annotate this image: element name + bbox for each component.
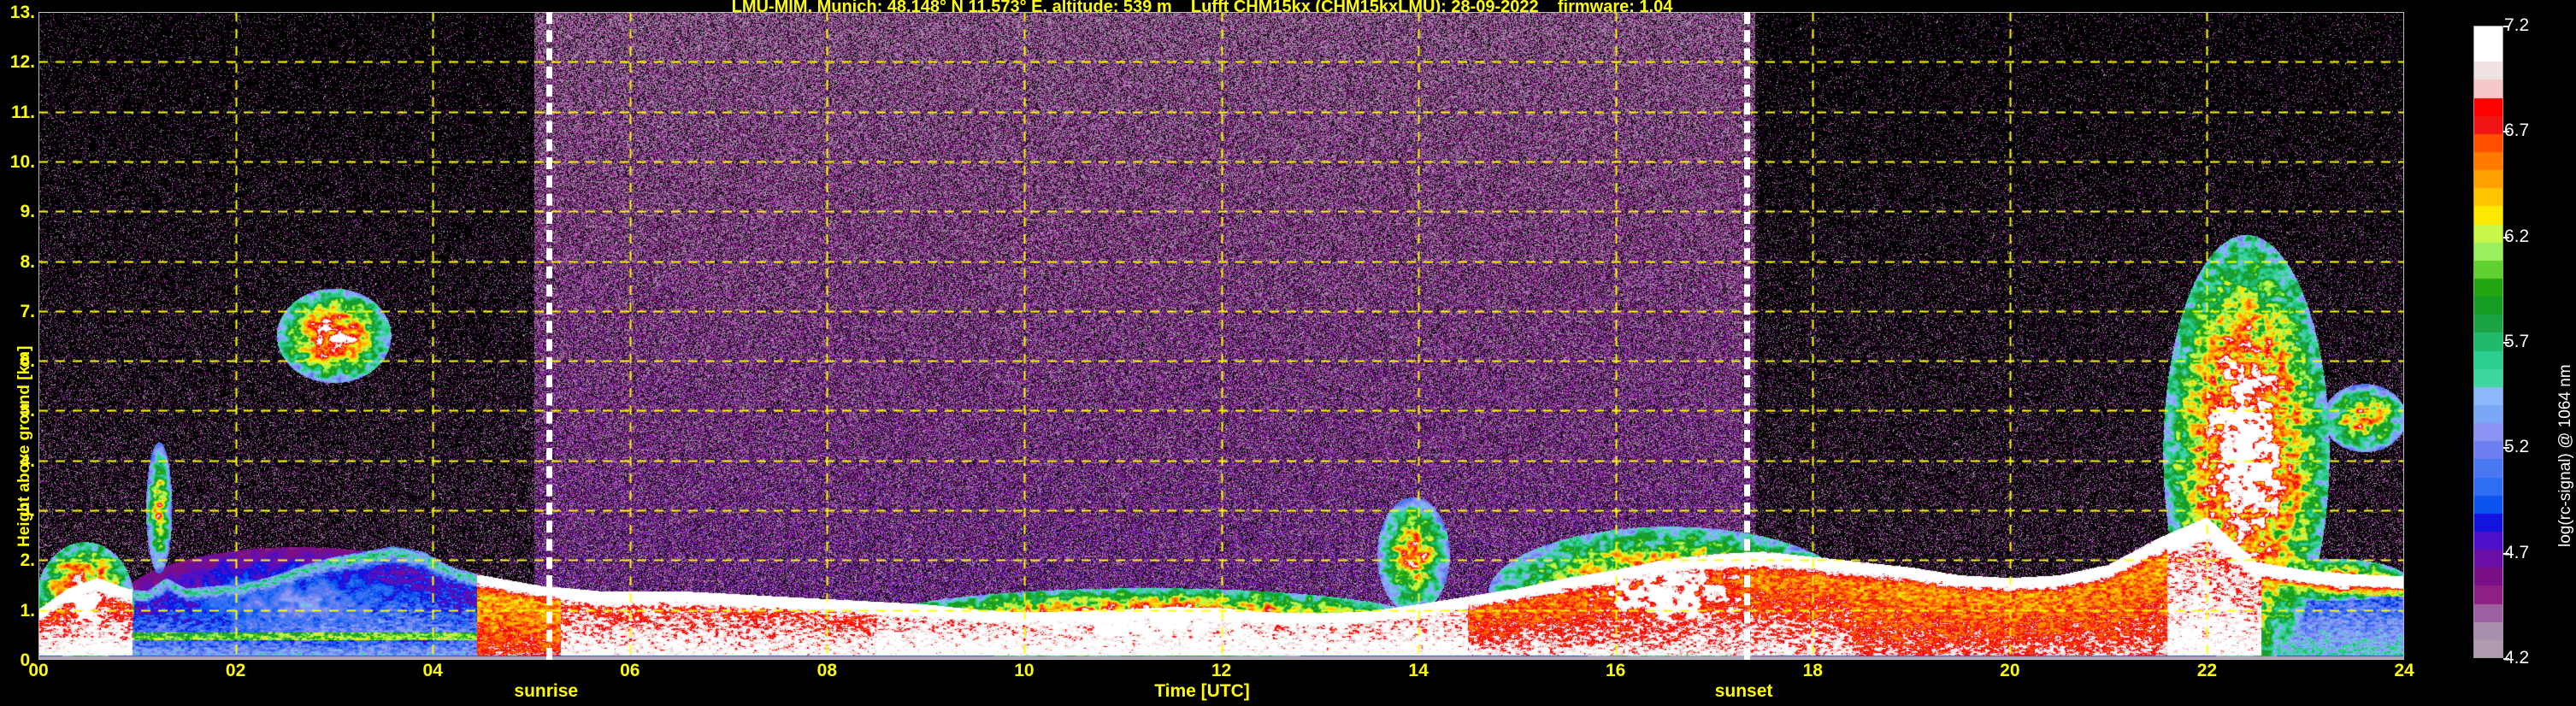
colorbar-tick-mark xyxy=(2503,658,2509,660)
y-tick-label: 3. xyxy=(20,501,35,521)
sunset-line xyxy=(1743,12,1750,660)
colorbar-tick-label: 5.2 xyxy=(2504,437,2530,457)
colorbar-tick-mark xyxy=(2503,447,2509,449)
x-tick-label: 14 xyxy=(1408,661,1429,680)
y-tick-label: 7. xyxy=(20,301,35,321)
colorbar-border xyxy=(2473,26,2503,658)
x-tick-label: 18 xyxy=(1802,661,1823,680)
x-axis-label: Time [UTC] xyxy=(1154,681,1250,701)
y-tick-label: 13. xyxy=(9,3,35,22)
colorbar-label: log(rc-signal) @ 1064 nm xyxy=(2556,364,2574,547)
x-tick-label: 20 xyxy=(2000,661,2020,680)
colorbar-tick-label: 4.7 xyxy=(2504,542,2530,562)
colorbar-tick-label: 6.7 xyxy=(2504,121,2530,141)
x-tick-label: 08 xyxy=(816,661,837,680)
x-tick-label: 02 xyxy=(225,661,246,680)
colorbar-tick-mark xyxy=(2503,131,2509,132)
colorbar-tick-mark xyxy=(2503,237,2509,238)
y-tick-label: 10. xyxy=(9,151,35,172)
sunset-label: sunset xyxy=(1714,681,1773,701)
x-tick-label: 24 xyxy=(2394,661,2414,680)
colorbar-tick-label: 7.2 xyxy=(2504,15,2530,35)
colorbar-tick-label: 6.2 xyxy=(2504,226,2530,246)
heatmap-plot-area xyxy=(38,12,2404,660)
x-tick-label: 22 xyxy=(2196,661,2218,680)
y-tick-label: 8. xyxy=(20,251,35,272)
colorbar xyxy=(2473,26,2503,658)
colorbar-tick-label: 4.2 xyxy=(2504,648,2530,668)
colorbar-tick-mark xyxy=(2503,553,2509,555)
y-tick-label: 6. xyxy=(20,351,35,372)
sunrise-line xyxy=(545,12,552,660)
y-tick-label: 4. xyxy=(20,450,35,471)
x-tick-label: 06 xyxy=(620,661,640,680)
y-tick-label: 0. xyxy=(20,650,35,670)
grid-overlay-canvas xyxy=(38,12,2404,660)
x-tick-label: 04 xyxy=(422,661,443,680)
y-tick-label: 12. xyxy=(9,52,35,73)
y-tick-label: 9. xyxy=(20,202,35,222)
y-tick-label: 5. xyxy=(20,401,35,421)
y-axis-label: Height above ground [km] xyxy=(15,345,33,547)
x-tick-label: 00 xyxy=(28,661,49,680)
colorbar-tick-mark xyxy=(2503,342,2509,344)
x-tick-label: 16 xyxy=(1605,661,1626,680)
x-tick-label: 12 xyxy=(1211,661,1232,680)
y-tick-label: 2. xyxy=(20,550,35,571)
x-tick-label: 10 xyxy=(1014,661,1035,680)
colorbar-tick-label: 5.7 xyxy=(2504,332,2530,351)
y-tick-label: 11. xyxy=(10,102,35,122)
colorbar-gradient xyxy=(2473,26,2503,658)
colorbar-tick-mark xyxy=(2503,26,2509,27)
y-tick-label: 1. xyxy=(20,600,35,621)
sunrise-label: sunrise xyxy=(514,681,579,701)
